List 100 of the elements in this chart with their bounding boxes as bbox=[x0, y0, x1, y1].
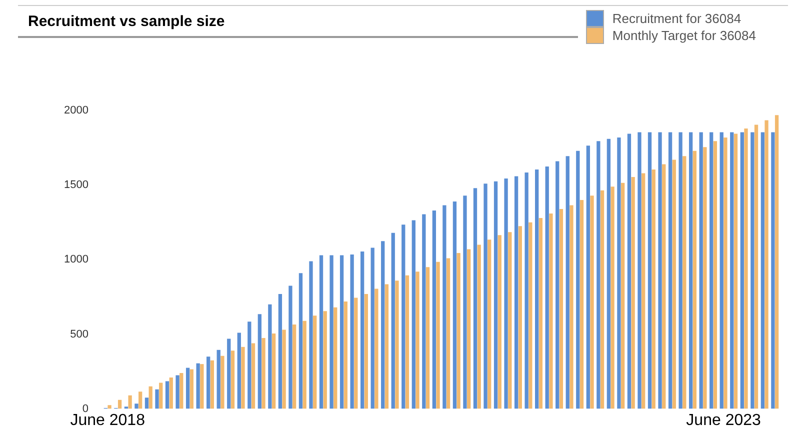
bar bbox=[196, 363, 200, 409]
bar bbox=[227, 338, 231, 409]
bar bbox=[148, 386, 152, 409]
bar bbox=[699, 132, 703, 409]
bar bbox=[384, 284, 389, 409]
bar bbox=[128, 395, 132, 409]
bar bbox=[412, 220, 416, 409]
bar bbox=[426, 267, 430, 409]
bar bbox=[330, 255, 334, 409]
bar bbox=[354, 298, 358, 409]
bar bbox=[576, 150, 580, 409]
bar bbox=[771, 132, 775, 409]
bar bbox=[682, 156, 686, 409]
bar bbox=[477, 244, 481, 409]
bar bbox=[262, 338, 266, 409]
bar bbox=[416, 272, 420, 409]
bar bbox=[648, 132, 652, 409]
bar bbox=[391, 232, 395, 409]
bar bbox=[740, 132, 744, 409]
bar bbox=[278, 294, 282, 409]
bar bbox=[220, 356, 224, 409]
bar bbox=[309, 261, 313, 409]
bar bbox=[402, 224, 406, 409]
bar bbox=[374, 288, 378, 409]
bar bbox=[638, 132, 642, 409]
bar bbox=[360, 252, 364, 409]
bar bbox=[642, 173, 646, 409]
bar bbox=[272, 334, 276, 409]
bar bbox=[730, 132, 734, 409]
bar bbox=[754, 124, 758, 409]
bar bbox=[395, 280, 399, 409]
bar bbox=[230, 350, 235, 409]
x-tick-label: June 2023 bbox=[686, 412, 762, 429]
chart-title: Recruitment vs sample size bbox=[28, 13, 225, 30]
bar bbox=[456, 252, 460, 409]
bar bbox=[473, 188, 478, 409]
bar bbox=[319, 255, 324, 409]
bar bbox=[658, 132, 662, 409]
bar bbox=[323, 311, 327, 409]
bar bbox=[251, 343, 256, 409]
bar bbox=[169, 377, 173, 409]
bar bbox=[617, 137, 621, 409]
bar bbox=[159, 382, 163, 409]
bar bbox=[606, 138, 611, 409]
bar bbox=[237, 332, 241, 409]
bar bbox=[200, 364, 204, 409]
bar bbox=[288, 286, 292, 409]
bar bbox=[720, 132, 724, 409]
y-tick-label: 500 bbox=[70, 328, 88, 340]
bar bbox=[774, 115, 779, 409]
bar bbox=[750, 132, 754, 409]
bar bbox=[206, 356, 210, 409]
bar bbox=[350, 254, 354, 409]
bar bbox=[610, 186, 614, 409]
bar bbox=[692, 150, 696, 409]
bar bbox=[662, 164, 666, 409]
bar bbox=[216, 350, 220, 409]
bar bbox=[292, 324, 296, 409]
bar bbox=[176, 375, 180, 409]
y-tick-label: 1000 bbox=[64, 254, 88, 266]
bar bbox=[118, 400, 122, 409]
bar bbox=[744, 128, 748, 409]
bar bbox=[463, 196, 467, 409]
bar bbox=[210, 360, 214, 409]
bar bbox=[620, 182, 625, 409]
bar bbox=[180, 373, 184, 409]
bar bbox=[545, 166, 549, 409]
bar bbox=[627, 134, 632, 409]
bar bbox=[760, 132, 765, 409]
bar bbox=[442, 205, 446, 409]
bar bbox=[282, 330, 286, 409]
bar bbox=[668, 132, 672, 409]
bar bbox=[596, 141, 600, 409]
bar bbox=[586, 146, 590, 409]
bar bbox=[559, 209, 564, 409]
bar bbox=[688, 132, 693, 409]
bar bbox=[713, 141, 718, 409]
bar bbox=[405, 275, 410, 409]
bar bbox=[364, 294, 368, 409]
bar bbox=[535, 169, 539, 409]
bar bbox=[724, 137, 728, 409]
bar bbox=[446, 258, 450, 409]
bar bbox=[703, 147, 707, 409]
bar bbox=[484, 184, 488, 409]
bar bbox=[344, 301, 348, 409]
bar bbox=[734, 134, 738, 409]
bar bbox=[466, 249, 471, 409]
bar bbox=[436, 262, 440, 409]
bar bbox=[710, 132, 714, 409]
bar bbox=[381, 241, 385, 409]
bar bbox=[432, 210, 436, 409]
bar bbox=[764, 120, 768, 409]
y-tick-label: 1500 bbox=[64, 179, 88, 192]
bar bbox=[268, 304, 272, 409]
bar bbox=[549, 213, 553, 409]
bar bbox=[108, 405, 112, 409]
bar bbox=[678, 132, 682, 409]
bar bbox=[144, 398, 149, 409]
bar bbox=[165, 381, 170, 409]
bar bbox=[600, 190, 604, 409]
